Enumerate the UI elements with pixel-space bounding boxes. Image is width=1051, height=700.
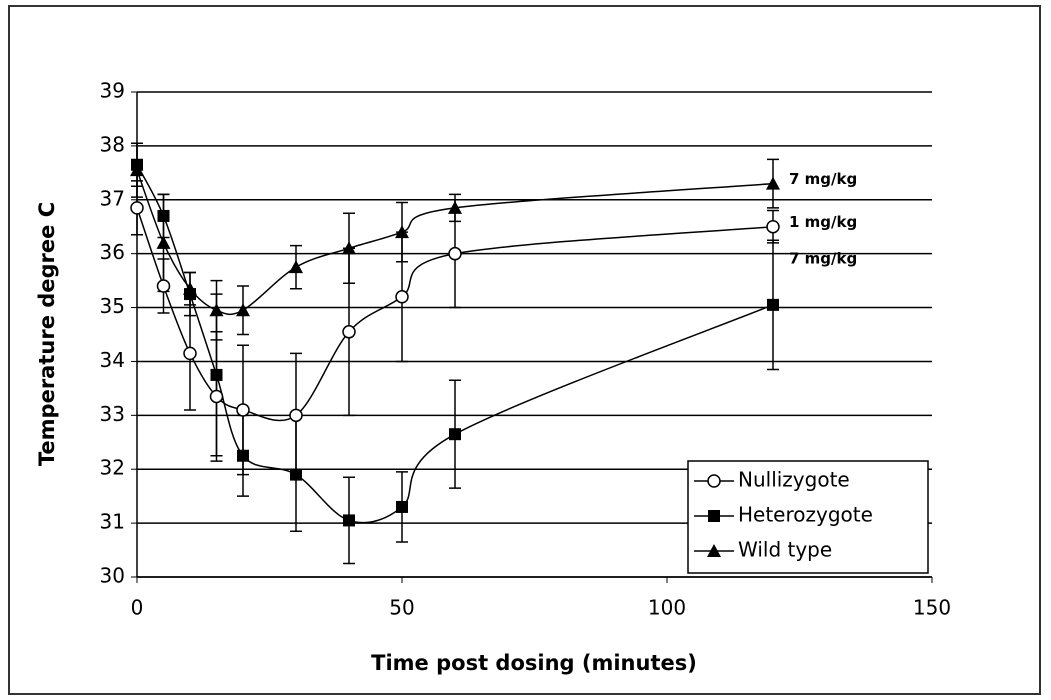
- x-axis-label: Time post dosing (minutes): [371, 651, 697, 675]
- point: [130, 163, 144, 177]
- y-tick-label: 33: [100, 402, 125, 426]
- point: [157, 209, 170, 222]
- point: [289, 408, 303, 423]
- point: [209, 389, 224, 404]
- y-tick-label: 36: [100, 240, 125, 264]
- point: [237, 449, 249, 462]
- y-tick-label: 32: [100, 456, 125, 480]
- annotation: 7 mg/kg: [789, 170, 857, 188]
- legend-label: Wild type: [738, 538, 832, 562]
- point: [342, 325, 356, 339]
- y-tick-label: 39: [100, 79, 125, 103]
- legend-label: Heterozygote: [738, 503, 873, 527]
- point: [156, 279, 171, 293]
- point: [396, 500, 408, 513]
- annotation: 7 mg/kg: [789, 249, 857, 267]
- y-tick-label: 37: [100, 186, 125, 210]
- point: [209, 303, 224, 317]
- legend-label: Nullizygote: [738, 468, 850, 492]
- point: [156, 235, 171, 249]
- y-tick-label: 35: [100, 294, 125, 318]
- point: [130, 201, 144, 215]
- frame: [8, 5, 1041, 695]
- point: [289, 260, 303, 274]
- y-tick-label: 38: [100, 132, 125, 156]
- x-tick-label: 100: [648, 596, 686, 620]
- y-axis-label: Temperature degree C: [35, 202, 59, 466]
- point: [448, 246, 462, 261]
- point: [343, 514, 355, 527]
- legend-marker: [707, 474, 721, 488]
- point: [183, 281, 197, 295]
- point: [767, 298, 779, 311]
- point: [342, 241, 356, 255]
- point: [395, 225, 409, 239]
- y-tick-label: 30: [100, 564, 125, 588]
- x-tick-label: 50: [389, 596, 414, 620]
- point: [290, 468, 302, 481]
- legend-marker: [707, 544, 721, 557]
- point: [236, 303, 250, 317]
- point: [766, 219, 780, 234]
- y-tick-label: 31: [100, 510, 125, 534]
- point: [236, 403, 250, 417]
- point: [448, 200, 462, 214]
- x-tick-label: 0: [131, 596, 144, 620]
- legend-marker: [708, 510, 720, 522]
- annotation: 1 mg/kg: [789, 213, 857, 231]
- point: [766, 176, 780, 190]
- x-tick-label: 150: [913, 596, 951, 620]
- point: [183, 346, 197, 361]
- legend-box: [687, 460, 929, 574]
- point: [395, 290, 409, 304]
- y-tick-label: 34: [100, 348, 125, 372]
- point: [449, 428, 461, 441]
- point: [210, 368, 223, 381]
